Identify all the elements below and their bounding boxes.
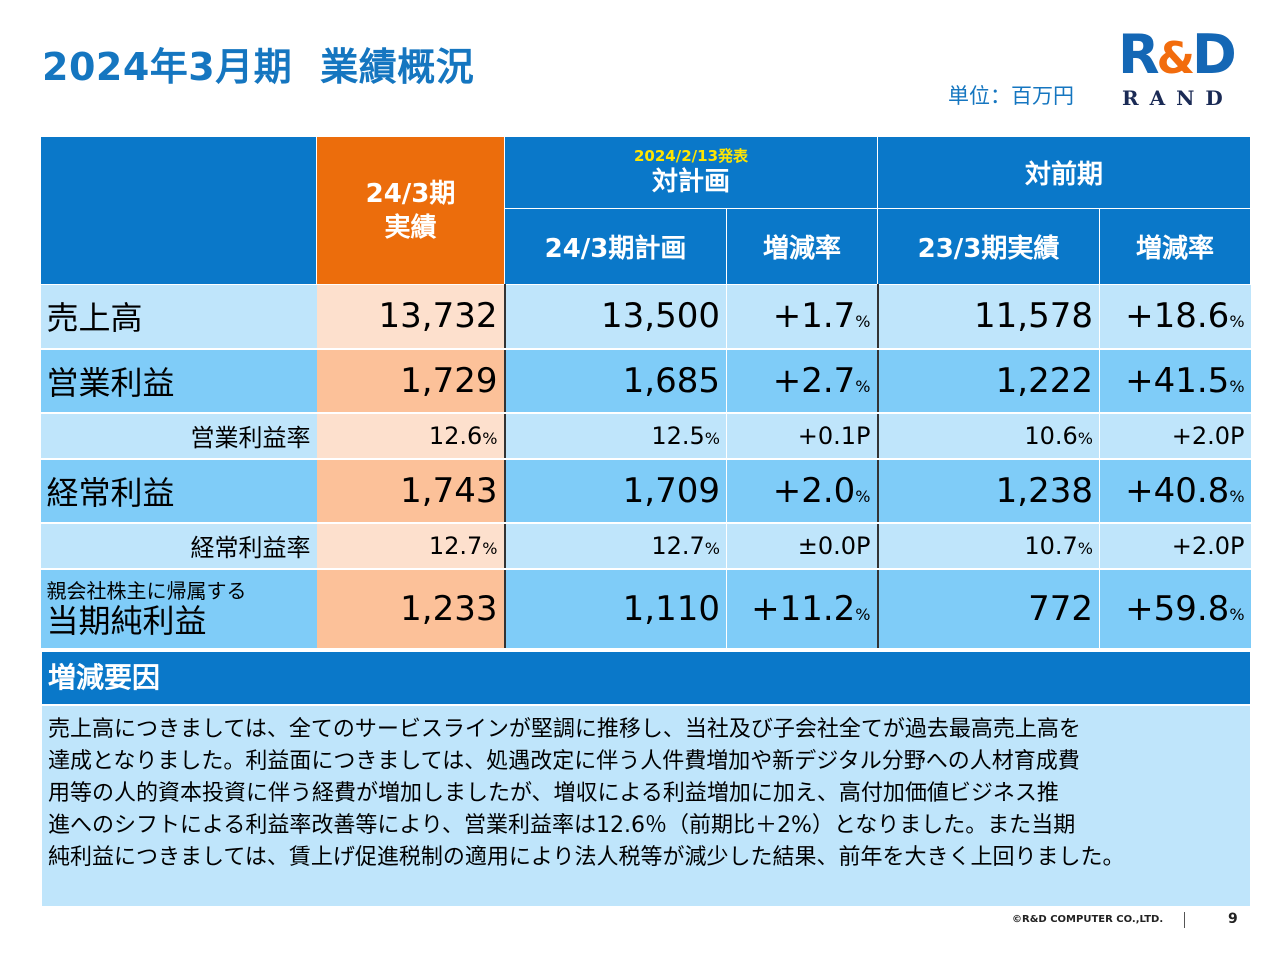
plan-change: +2.7%: [726, 348, 878, 414]
prev-change: +2.0P: [1098, 522, 1251, 570]
prev-value: 10.6%: [876, 412, 1100, 460]
actual-value: 13,732: [316, 284, 505, 350]
factors-body: 売上高につきましては、全てのサービスラインが堅調に推移し、当社及び子会社全てが過…: [42, 706, 1250, 906]
header-vs-plan: 2024/2/13発表 対計画: [504, 136, 878, 209]
actual-value: 12.6%: [316, 412, 505, 460]
table-row: 親会社株主に帰属する 当期純利益 1,233 1,110 +11.2% 772 +…: [40, 568, 1251, 650]
actual-value: 1,233: [316, 568, 505, 650]
results-table: 24/3期 実績 2024/2/13発表 対計画 対前期 24/3期計画 増減率 2…: [40, 136, 1252, 650]
plan-value: 13,500: [503, 284, 727, 350]
header-actual: 24/3期 実績: [316, 136, 505, 285]
plan-value: 1,709: [503, 458, 727, 524]
factors-line: 純利益につきましては、賃上げ促進税制の適用により法人税等が減少した結果、前年を大…: [48, 845, 1125, 870]
row-label: 経常利益率: [40, 522, 317, 570]
table-row: 営業利益率 12.6% 12.5% +0.1P 10.6% +2.0P: [40, 412, 1251, 460]
prev-value: 1,222: [876, 348, 1100, 414]
prev-change: +41.5%: [1098, 348, 1251, 414]
prev-value: 772: [876, 568, 1100, 650]
row-label: 営業利益率: [40, 412, 317, 460]
title-text: 業績概況: [320, 45, 475, 89]
header-blank: [40, 136, 317, 285]
plan-value: 1,685: [503, 348, 727, 414]
header-change-col2: 増減率: [1098, 208, 1252, 285]
logo-rd: R&D: [1118, 23, 1237, 86]
table-row: 売上高 13,732 13,500 +1.7% 11,578 +18.6%: [40, 284, 1251, 350]
prev-value: 1,238: [876, 458, 1100, 524]
actual-value: 12.7%: [316, 522, 505, 570]
prev-value: 10.7%: [876, 522, 1100, 570]
table-row: 経常利益率 12.7% 12.7% ±0.0P 10.7% +2.0P: [40, 522, 1251, 570]
plan-change: ±0.0P: [726, 522, 878, 570]
unit-label: 単位：百万円: [948, 84, 1074, 108]
table-row: 経常利益 1,743 1,709 +2.0% 1,238 +40.8%: [40, 458, 1251, 524]
title-period: 2024年3月期: [42, 45, 293, 89]
row-label: 親会社株主に帰属する 当期純利益: [40, 568, 317, 650]
prev-change: +18.6%: [1098, 284, 1251, 350]
page-number: 9: [1228, 911, 1238, 927]
plan-value: 1,110: [503, 568, 727, 650]
logo-rand: RAND: [1122, 86, 1234, 110]
actual-value: 1,743: [316, 458, 505, 524]
plan-value: 12.5%: [503, 412, 727, 460]
factors-line: 売上高につきましては、全てのサービスラインが堅調に推移し、当社及び子会社全てが過…: [48, 717, 1081, 742]
header-prev-col: 23/3期実績: [877, 208, 1100, 285]
plan-change: +2.0%: [726, 458, 878, 524]
company-logo: R&D RAND: [1118, 23, 1242, 111]
plan-value: 12.7%: [503, 522, 727, 570]
factors-line: 達成となりました。利益面につきましては、処遇改定に伴う人件費増加や新デジタル分野…: [48, 749, 1080, 774]
header-change-col: 増減率: [726, 208, 878, 285]
footer-divider: [1184, 912, 1185, 928]
prev-value: 11,578: [876, 284, 1100, 350]
row-label: 経常利益: [40, 458, 317, 524]
header-vs-prev: 対前期: [876, 136, 1252, 209]
factors-heading: 増減要因: [42, 652, 1250, 704]
factors-line: 用等の人的資本投資に伴う経費が増加しましたが、増収による利益増加に加え、高付加価…: [48, 781, 1059, 806]
page-title: 2024年3月期 業績概況: [42, 36, 474, 91]
copyright: ©R&D COMPUTER CO.,LTD.: [1012, 914, 1164, 925]
plan-change: +11.2%: [726, 568, 878, 650]
actual-value: 1,729: [316, 348, 505, 414]
table-row: 営業利益 1,729 1,685 +2.7% 1,222 +41.5%: [40, 348, 1251, 414]
prev-change: +2.0P: [1098, 412, 1251, 460]
factors-line: 進へのシフトによる利益率改善等により、営業利益率は12.6％（前期比＋2%）とな…: [48, 813, 1076, 838]
row-label: 売上高: [40, 284, 317, 350]
prev-change: +59.8%: [1098, 568, 1251, 650]
row-label: 営業利益: [40, 348, 317, 414]
prev-change: +40.8%: [1098, 458, 1251, 524]
plan-change: +1.7%: [726, 284, 878, 350]
header-plan-col: 24/3期計画: [504, 208, 727, 285]
plan-change: +0.1P: [726, 412, 878, 460]
